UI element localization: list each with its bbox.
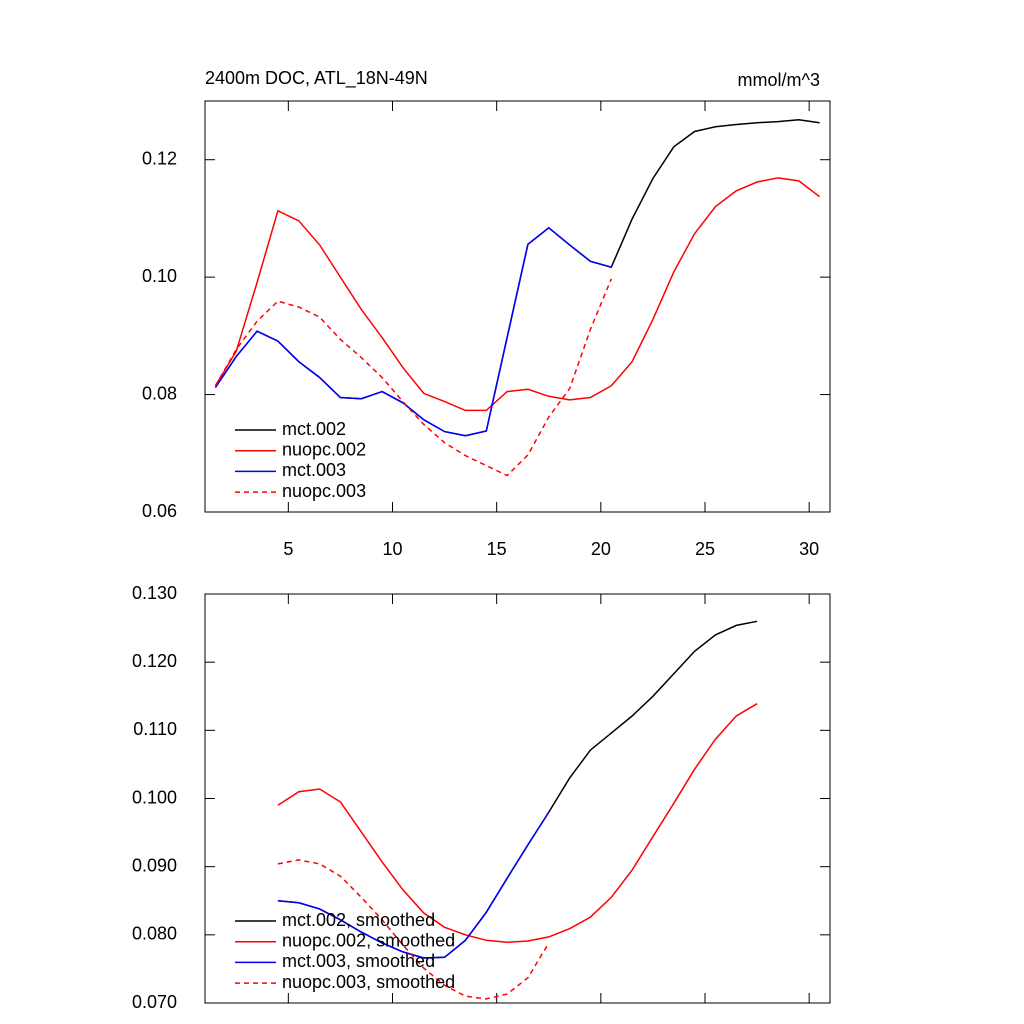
y-tick-label: 0.120 (132, 651, 177, 671)
legend-label: nuopc.002, smoothed (282, 930, 455, 950)
plot-frame (204, 100, 831, 513)
series-line (214, 177, 821, 412)
series-line (214, 119, 820, 437)
y-tick-label: 0.12 (142, 148, 177, 168)
y-tick-label: 0.08 (142, 383, 177, 403)
x-tick-label: 25 (695, 539, 715, 559)
units-label: mmol/m^3 (738, 70, 820, 90)
series-line (214, 278, 612, 477)
series-line (214, 226, 612, 437)
legend-label: mct.002 (282, 419, 346, 439)
y-tick-label: 0.10 (142, 266, 177, 286)
y-tick-label: 0.090 (132, 855, 177, 875)
legend-label: nuopc.003 (282, 481, 366, 501)
y-tick-label: 0.130 (132, 583, 177, 603)
series-line (277, 703, 758, 944)
chart-title: 2400m DOC, ATL_18N-49N (205, 68, 428, 89)
series-line (277, 620, 758, 959)
x-tick-label: 15 (487, 539, 507, 559)
x-tick-label: 20 (591, 539, 611, 559)
legend-label: nuopc.002 (282, 439, 366, 459)
series-line (277, 859, 550, 1000)
legend-label: mct.003, smoothed (282, 951, 435, 971)
legend-label: mct.003 (282, 460, 346, 480)
legend-label: mct.002, smoothed (282, 910, 435, 930)
y-tick-label: 0.06 (142, 501, 177, 521)
y-tick-label: 0.070 (132, 992, 177, 1012)
series-line (277, 811, 550, 959)
y-tick-label: 0.110 (133, 719, 177, 739)
x-tick-label: 5 (283, 539, 293, 559)
y-tick-label: 0.100 (132, 787, 177, 807)
y-tick-label: 0.080 (132, 924, 177, 944)
legend-label: nuopc.003, smoothed (282, 972, 455, 992)
x-tick-label: 10 (382, 539, 402, 559)
x-tick-label: 30 (799, 539, 819, 559)
